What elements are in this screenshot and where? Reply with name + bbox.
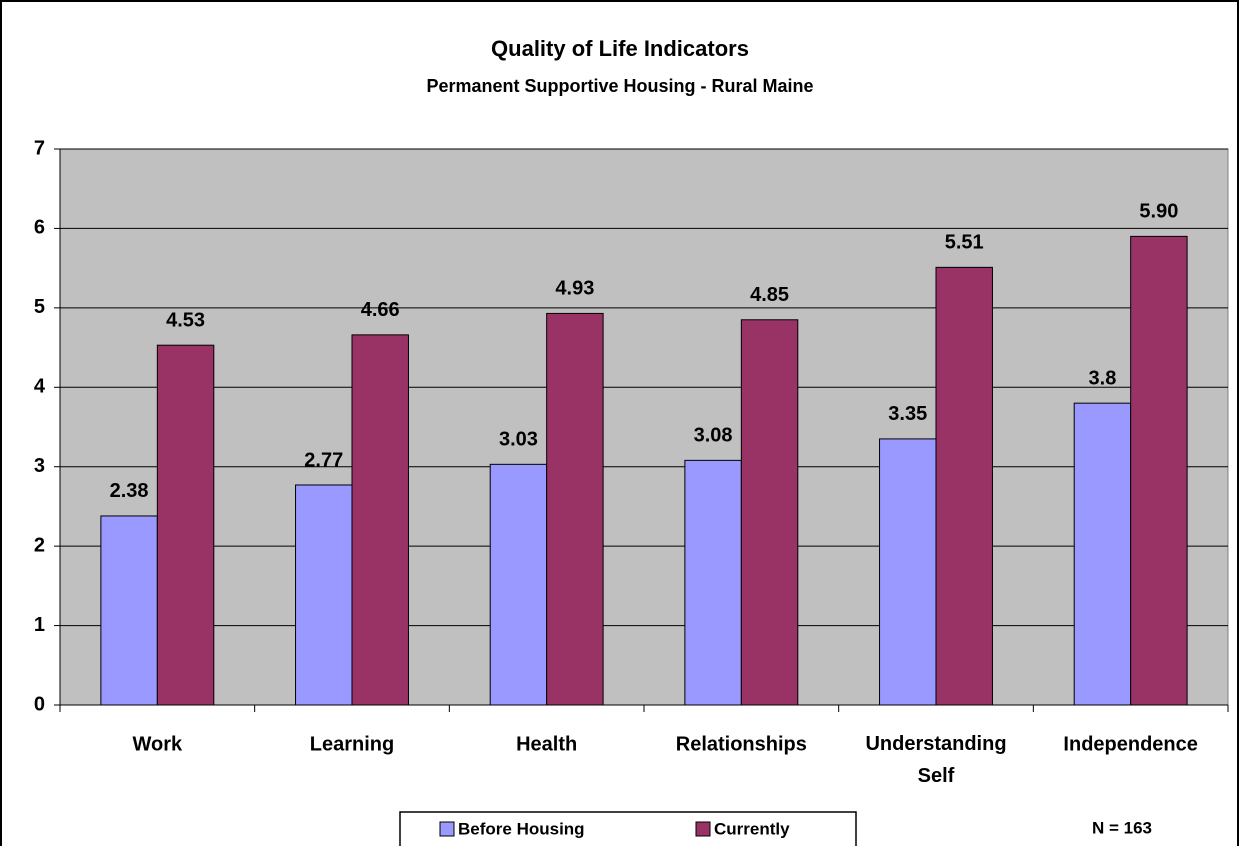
x-tick-label: Independence [1063,733,1197,755]
data-label: 3.08 [694,425,733,447]
data-label: 5.51 [945,232,984,254]
chart-title: Quality of Life Indicators [491,36,749,61]
bar [489,463,548,706]
bar [156,344,215,706]
bar [879,438,937,706]
bar [684,459,742,706]
y-tick-label: 3 [34,455,45,477]
bar [546,312,604,706]
legend-label: Currently [714,819,790,838]
data-label: 3.35 [888,403,927,425]
y-tick-label: 7 [34,137,45,159]
data-label: 3.8 [1089,367,1117,389]
data-label: 4.53 [166,309,205,331]
legend-swatch [695,821,711,837]
data-label: 4.93 [555,278,594,300]
data-label: 2.77 [304,449,343,471]
x-tick-label: Relationships [676,733,807,755]
chart-subtitle: Permanent Supportive Housing - Rural Mai… [426,76,813,96]
x-tick-label: Learning [310,733,394,755]
data-label: 3.03 [499,429,538,451]
y-tick-label: 0 [34,693,45,715]
legend-box [399,811,857,846]
data-label: 4.66 [361,299,400,321]
data-label: 5.90 [1139,201,1178,223]
y-tick-label: 4 [34,376,46,398]
bar [935,266,993,706]
x-tick-label: Health [516,733,577,755]
annotation: N = 163 [1092,818,1152,837]
y-tick-label: 2 [34,534,45,556]
data-label: 4.85 [750,284,789,306]
x-tick-label: Understanding Self [865,733,1006,787]
bar [295,484,353,706]
legend-label: Before Housing [458,819,585,838]
legend-swatch [439,821,455,837]
y-tick-label: 6 [34,217,45,239]
bar [100,515,158,706]
y-tick-label: 1 [34,614,45,636]
data-label: 2.38 [110,480,149,502]
bar [351,334,409,706]
bar [740,319,799,706]
x-tick-label: Work [133,733,184,755]
y-tick-label: 5 [34,296,45,318]
bar [1130,235,1188,706]
plot-area [59,148,1229,706]
bar [1073,402,1132,706]
